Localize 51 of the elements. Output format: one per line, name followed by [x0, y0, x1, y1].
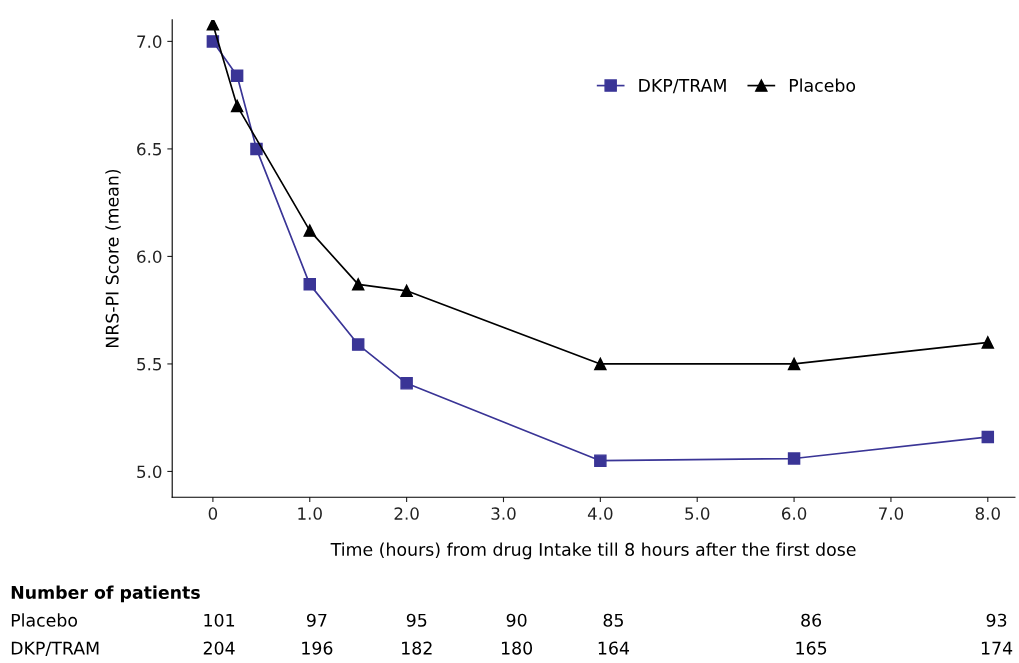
- point: [351, 278, 365, 291]
- x-tick-label: 6.0: [781, 507, 807, 520]
- point: [787, 452, 801, 465]
- legend-label: Placebo: [789, 78, 856, 92]
- y-tick-label: 5.0: [137, 465, 162, 479]
- x-tick-label: 4.0: [587, 507, 613, 520]
- text: 204: [203, 641, 235, 655]
- legend-label: DKP/TRAM: [639, 79, 726, 94]
- point: [303, 278, 317, 291]
- text: 93: [986, 613, 1007, 627]
- y-tick-label: 7.0: [137, 35, 162, 48]
- text: 196: [302, 641, 333, 655]
- x-tick-label: 5.0: [685, 507, 710, 520]
- point: [981, 430, 995, 444]
- text: 182: [402, 641, 432, 655]
- text: 165: [796, 641, 827, 655]
- point: [981, 336, 995, 349]
- point: [400, 284, 413, 298]
- text: DKP/TRAM: [11, 641, 99, 656]
- text: 86: [801, 613, 822, 627]
- x-tick-label: 3.0: [491, 507, 516, 520]
- text: 164: [598, 641, 630, 655]
- x-tick-label: 2.0: [394, 507, 419, 520]
- point: [400, 377, 413, 390]
- text: 95: [406, 613, 427, 627]
- y-axis-title: NRS-PI Score (mean): [105, 169, 121, 348]
- x-tick-label: 7.0: [879, 507, 904, 520]
- x-tick-label: 8.0: [975, 507, 1000, 520]
- x-tick-label: 0: [208, 507, 218, 520]
- y-tick-label: 6.0: [137, 250, 162, 263]
- point: [230, 99, 244, 113]
- point: [594, 454, 607, 467]
- point: [351, 338, 365, 351]
- text: Number of patients: [11, 585, 200, 603]
- text: 85: [603, 613, 623, 627]
- x-axis-title: Time (hours) from drug Intake till 8 hours after the first dose: [330, 542, 856, 560]
- y-tick-label: 5.5: [137, 358, 162, 371]
- point: [594, 357, 607, 371]
- x-tick-label: 1.0: [298, 507, 322, 520]
- point: [787, 357, 801, 371]
- point: [230, 69, 244, 83]
- point: [250, 142, 263, 156]
- y-tick-label: 6.5: [137, 142, 162, 156]
- text: 180: [501, 641, 533, 655]
- text: Placebo: [11, 613, 78, 627]
- text: 101: [204, 613, 235, 627]
- text: 97: [306, 613, 327, 627]
- text: 90: [506, 613, 527, 627]
- point: [206, 19, 220, 31]
- text: 174: [981, 641, 1013, 655]
- point: [303, 224, 317, 237]
